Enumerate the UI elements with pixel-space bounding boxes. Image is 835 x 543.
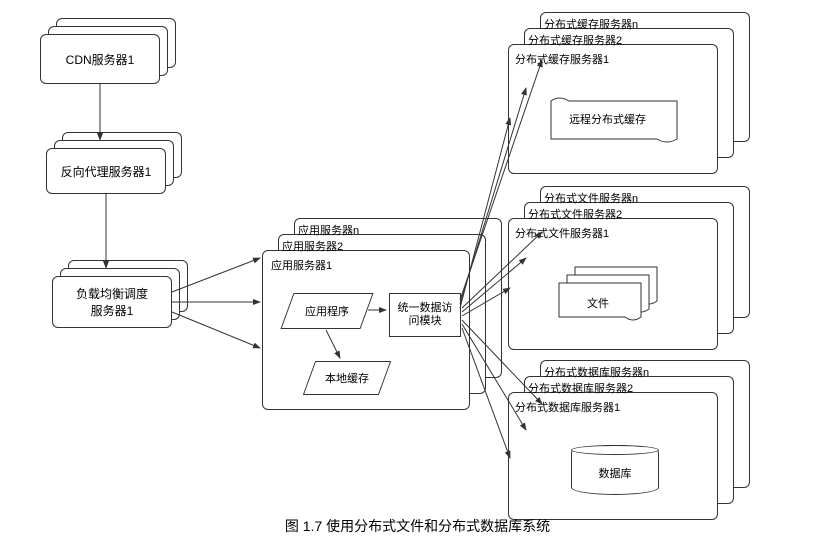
cdn-server-label: CDN服务器1 [66,51,135,68]
database-icon: 数据库 [571,445,659,495]
app-server-label-1: 应用服务器1 [269,257,332,273]
cdn-server-stack: CDN服务器1 [40,18,176,84]
cache-server-box: 分布式缓存服务器1 远程分布式缓存 [508,44,718,174]
load-balancer-label-2: 服务器1 [91,302,134,319]
db-server-label-n: 分布式数据库服务器n [544,364,649,380]
data-access-module-label: 统一数据访 问模块 [398,302,453,328]
app-program-label: 应用程序 [305,303,349,319]
file-server-label-1: 分布式文件服务器1 [515,225,609,241]
reverse-proxy-stack: 反向代理服务器1 [46,132,182,194]
app-server-label-2: 应用服务器2 [282,238,343,254]
database-label: 数据库 [599,465,632,481]
file-server-stack: 分布式文件服务器1 文件 分布式文件服务器n 分布式文件服务器2 [508,186,750,350]
file-server-box: 分布式文件服务器1 文件 [508,218,718,350]
data-access-module-box: 统一数据访 问模块 [389,293,461,337]
file-label: 文件 [587,295,609,311]
file-server-label-n: 分布式文件服务器n [544,190,638,206]
cache-server-label-2: 分布式缓存服务器2 [528,32,622,48]
cache-server-label-1: 分布式缓存服务器1 [515,51,609,67]
local-cache-shape: 本地缓存 [303,361,391,395]
file-server-label-2: 分布式文件服务器2 [528,206,622,222]
db-server-stack: 分布式数据库服务器1 数据库 分布式数据库服务器n 分布式数据库服务器2 [508,360,750,520]
app-server-label-n: 应用服务器n [298,222,359,238]
local-cache-label: 本地缓存 [325,370,369,386]
load-balancer-label-1: 负载均衡调度 [76,285,148,302]
file-icon [557,263,669,323]
cdn-server-box: CDN服务器1 [40,34,160,84]
cache-server-label-n: 分布式缓存服务器n [544,16,638,32]
app-server-box: 应用服务器1 应用程序 统一数据访 问模块 本地缓存 [262,250,470,410]
cache-server-stack: 分布式缓存服务器1 远程分布式缓存 分布式缓存服务器n 分布式缓存服务器2 [508,12,750,174]
reverse-proxy-box: 反向代理服务器1 [46,148,166,194]
db-server-box: 分布式数据库服务器1 数据库 [508,392,718,520]
load-balancer-box: 负载均衡调度 服务器1 [52,276,172,328]
diagram-canvas: CDN服务器1 反向代理服务器1 负载均衡调度 服务器1 应用服务器1 应用程序… [0,0,835,543]
db-server-label-2: 分布式数据库服务器2 [528,380,633,396]
figure-caption: 图 1.7 使用分布式文件和分布式数据库系统 [0,516,835,536]
load-balancer-stack: 负载均衡调度 服务器1 [52,260,188,328]
db-server-label-1: 分布式数据库服务器1 [515,399,620,415]
app-program-shape: 应用程序 [280,293,373,329]
reverse-proxy-label: 反向代理服务器1 [61,163,152,180]
remote-cache-label: 远程分布式缓存 [569,111,646,127]
app-server-stack: 应用服务器1 应用程序 统一数据访 问模块 本地缓存 应用服务器n 应用服务器2 [262,218,502,410]
